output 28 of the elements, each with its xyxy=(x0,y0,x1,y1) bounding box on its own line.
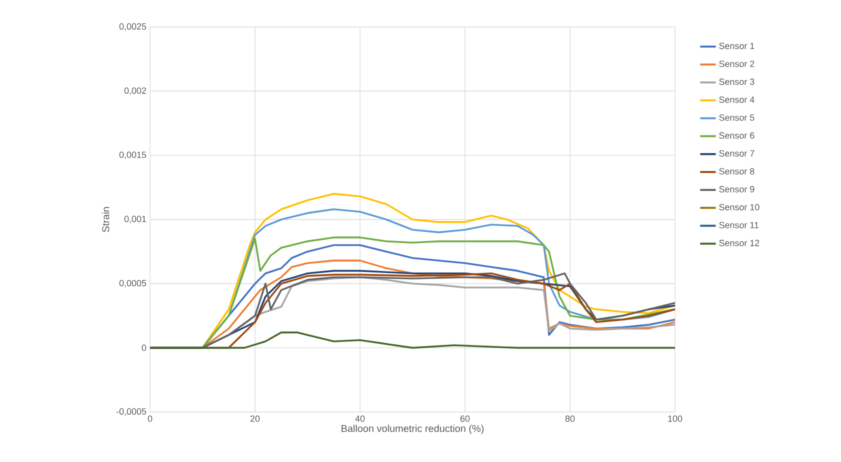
x-tick-label: 40 xyxy=(355,416,365,422)
legend-label: Sensor 11 xyxy=(719,222,759,228)
x-tick-label: 0 xyxy=(148,416,152,422)
legend-label: Sensor 10 xyxy=(719,204,760,210)
x-tick-label: 20 xyxy=(250,416,260,422)
legend-label: Sensor 2 xyxy=(719,60,754,67)
legend-label: Sensor 3 xyxy=(719,78,754,85)
y-tick-label: 0,0025 xyxy=(119,23,146,31)
legend-label: Sensor 4 xyxy=(719,96,754,103)
x-axis-title: Balloon volumetric reduction (%) xyxy=(342,424,484,434)
y-tick-label: -0,0005 xyxy=(116,408,146,416)
legend-label: Sensor 1 xyxy=(719,42,754,50)
legend-label: Sensor 12 xyxy=(719,240,760,246)
legend-label: Sensor 8 xyxy=(719,168,754,174)
x-tick-label: 60 xyxy=(460,416,470,422)
y-axis-title: Strain xyxy=(102,207,110,232)
y-tick-label: 0,0005 xyxy=(119,280,146,288)
x-tick-label: 80 xyxy=(565,416,575,422)
y-tick-label: 0,002 xyxy=(124,87,146,95)
legend-label: Sensor 9 xyxy=(719,186,754,192)
line-series xyxy=(149,332,676,349)
legend-label: Sensor 5 xyxy=(719,114,754,121)
legend-label: Sensor 6 xyxy=(719,132,754,139)
x-tick-label: 100 xyxy=(668,416,682,422)
legend-label: Sensor 7 xyxy=(719,150,754,157)
y-tick-label: 0,001 xyxy=(124,216,146,224)
y-tick-label: 0,0015 xyxy=(119,152,146,160)
y-tick-label: 0 xyxy=(142,344,146,351)
